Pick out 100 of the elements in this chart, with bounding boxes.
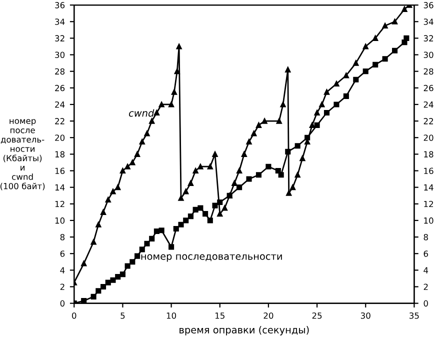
y2-tick-label: 14 xyxy=(424,184,434,190)
point xyxy=(324,110,330,116)
y2-tick-label: 18 xyxy=(424,151,434,158)
point xyxy=(334,80,340,87)
y2-tick-label: 4 xyxy=(424,267,428,274)
y2-tick-label: 36 xyxy=(424,2,434,8)
point xyxy=(81,298,87,304)
y2-tick-label: 10 xyxy=(424,217,434,224)
point xyxy=(217,199,223,206)
point xyxy=(309,122,315,128)
point xyxy=(217,211,223,217)
point xyxy=(183,218,189,224)
point xyxy=(353,76,359,82)
point xyxy=(324,89,330,95)
point xyxy=(402,40,408,46)
point xyxy=(382,22,388,29)
y-tick-label: 24 xyxy=(55,101,65,108)
x-tick-label: 10 xyxy=(166,312,176,319)
point xyxy=(280,102,286,108)
point xyxy=(207,164,213,170)
point xyxy=(90,294,96,300)
point xyxy=(139,138,145,145)
point xyxy=(96,222,102,228)
y-tick-label: 6 xyxy=(60,250,65,257)
y2-tick-label: 6 xyxy=(424,250,428,257)
y-tick-label: 30 xyxy=(55,52,65,58)
point xyxy=(124,263,130,269)
point xyxy=(256,122,262,128)
point xyxy=(188,180,194,186)
point xyxy=(110,188,116,194)
point xyxy=(192,168,198,174)
y-tick-label: 22 xyxy=(55,118,64,124)
y2-tick-label: 0 xyxy=(424,300,428,307)
x-axis-title: время оправки (секунды) xyxy=(180,326,309,336)
y-tick-label: 14 xyxy=(55,184,65,190)
point xyxy=(178,195,184,201)
point xyxy=(294,143,300,149)
x-tick-label: 5 xyxy=(120,312,125,319)
point xyxy=(202,211,208,217)
annotation: номер последовательности xyxy=(141,254,282,262)
point xyxy=(285,148,291,154)
point xyxy=(198,205,204,211)
y2-tick-label: 26 xyxy=(424,84,434,92)
annotation: cwnd xyxy=(128,109,154,117)
point xyxy=(232,180,238,186)
point xyxy=(115,274,121,280)
point xyxy=(246,176,252,182)
point xyxy=(173,226,179,232)
point xyxy=(124,164,130,170)
y-tick-label: 20 xyxy=(55,134,65,141)
y-tick-label: 36 xyxy=(55,2,65,8)
point xyxy=(144,240,150,246)
point xyxy=(382,56,388,62)
point xyxy=(372,62,378,68)
point xyxy=(212,151,218,157)
point xyxy=(285,66,291,72)
point xyxy=(278,172,284,178)
y-tick-label: 34 xyxy=(55,18,65,25)
x-tick-label: 20 xyxy=(264,312,274,319)
point xyxy=(198,164,204,170)
y-tick-label: 4 xyxy=(60,267,65,274)
y2-tick-label: 16 xyxy=(424,168,434,174)
point xyxy=(130,259,136,265)
point xyxy=(110,277,116,283)
y2-tick-label: 34 xyxy=(424,18,434,25)
point xyxy=(212,202,218,208)
point xyxy=(334,102,340,108)
point xyxy=(120,168,126,174)
point xyxy=(174,68,180,74)
point xyxy=(314,122,320,128)
point xyxy=(120,272,126,278)
point xyxy=(236,168,242,174)
point xyxy=(154,228,160,234)
point xyxy=(343,93,349,99)
point xyxy=(262,118,268,124)
point xyxy=(353,60,359,66)
point xyxy=(168,244,174,250)
point xyxy=(192,206,198,212)
point xyxy=(266,164,272,170)
point xyxy=(139,246,145,252)
y-tick-label: 26 xyxy=(55,84,65,92)
x-tick-label: 0 xyxy=(72,312,76,319)
point xyxy=(392,48,398,54)
point xyxy=(286,190,292,196)
y2-tick-label: 24 xyxy=(424,101,434,108)
y-tick-label: 18 xyxy=(55,151,65,158)
point xyxy=(362,68,368,74)
point xyxy=(241,151,247,157)
point xyxy=(256,172,262,178)
point xyxy=(100,209,106,215)
y-tick-label: 32 xyxy=(55,35,64,42)
y-tick-label: 12 xyxy=(55,200,64,208)
point xyxy=(246,138,252,145)
y-tick-label: 16 xyxy=(55,168,65,174)
point xyxy=(404,35,410,41)
point xyxy=(105,196,111,203)
y2-tick-label: 20 xyxy=(424,134,434,141)
point xyxy=(100,284,106,290)
point xyxy=(304,134,310,140)
point xyxy=(149,118,155,124)
